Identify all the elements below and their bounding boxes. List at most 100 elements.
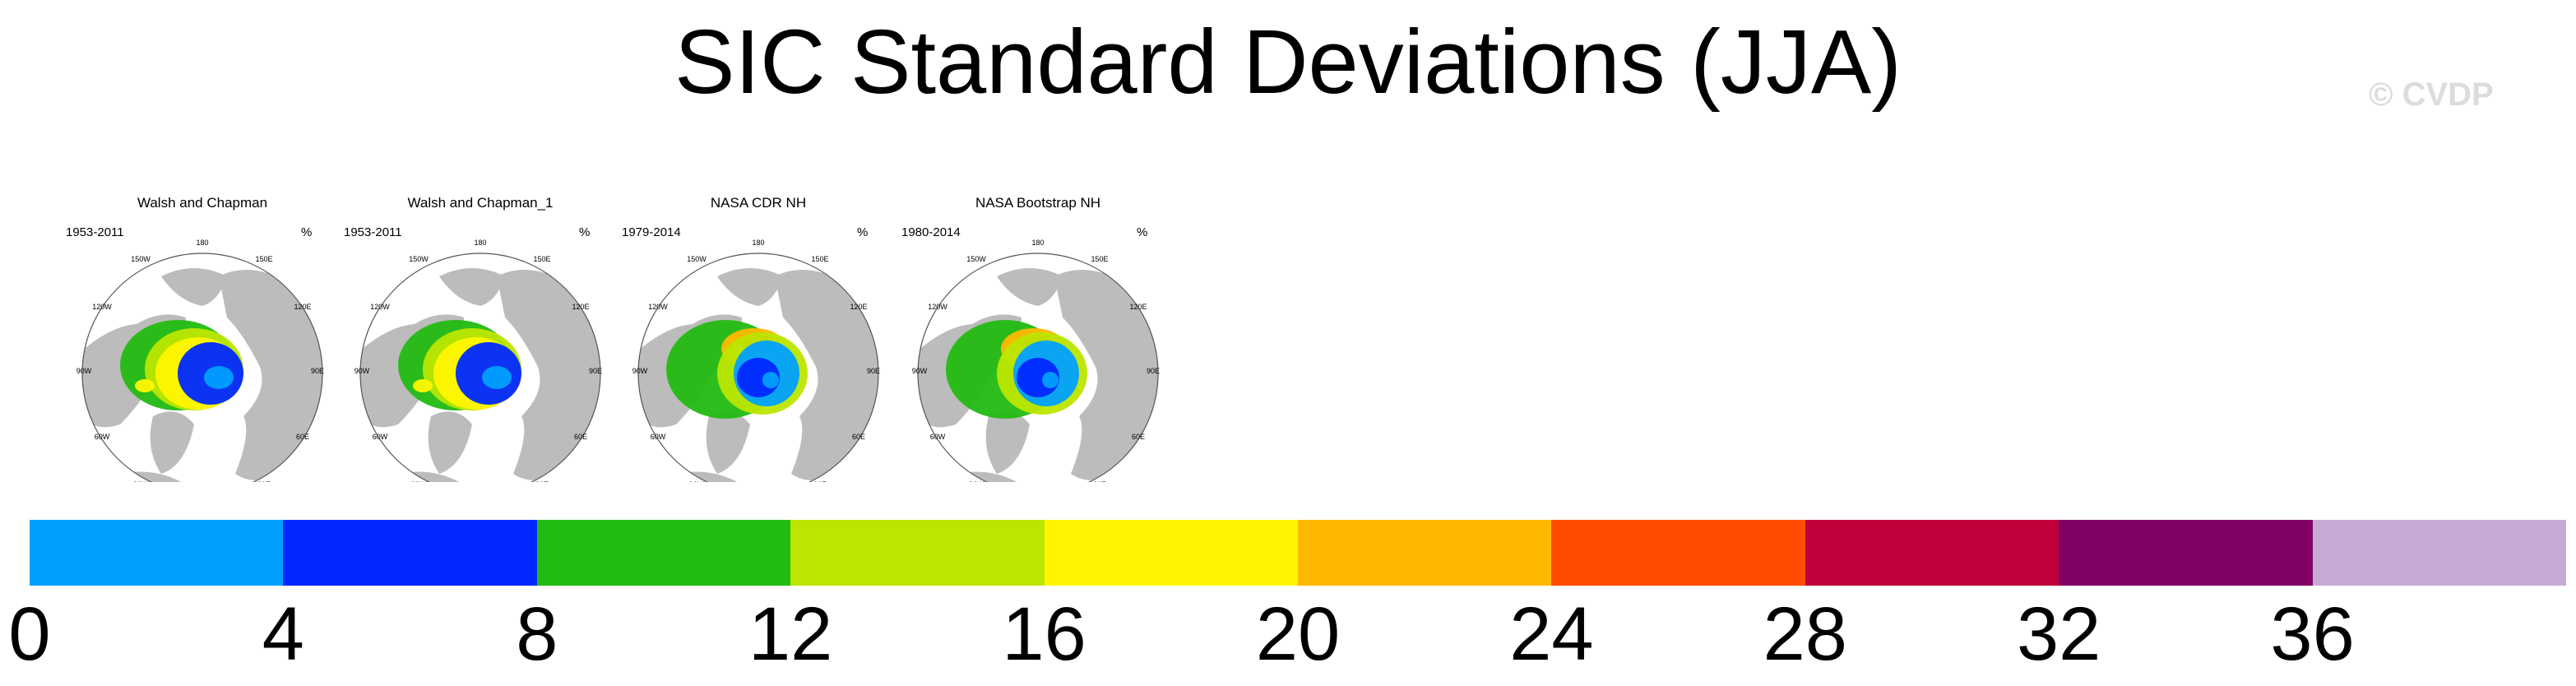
longitude-label: 30W xyxy=(411,480,427,482)
longitude-label: 150W xyxy=(966,255,986,263)
greenland-land xyxy=(150,411,194,474)
map-panel-3: NASA CDR NH 1979-2014% 180 150W 150E 120W 120E… xyxy=(619,194,898,482)
map-panel-4: NASA Bootstrap NH 1980-2014% 180 150W 150E 12… xyxy=(898,194,1178,482)
colorbar-box-9 xyxy=(2312,520,2566,586)
longitude-label: 60E xyxy=(296,433,309,441)
longitude-label: 30W xyxy=(689,480,705,482)
siberia-land xyxy=(717,268,783,306)
colorbar-tick-label: 4 xyxy=(262,592,304,676)
colorbar-box-7 xyxy=(1805,520,2059,586)
greenland-land xyxy=(706,411,750,474)
longitude-label: 30E xyxy=(535,480,549,482)
longitude-label: 90E xyxy=(589,367,602,375)
longitude-label: 60E xyxy=(1132,433,1145,441)
longitude-label: 60W xyxy=(95,433,110,441)
polar-map: 180150W150E120W120E90W90E60W60E30W30E0 xyxy=(912,239,1160,482)
panel-units: % xyxy=(579,225,591,239)
longitude-label: 90E xyxy=(311,367,324,375)
map-panel-1: Walsh and Chapman 1953-2011% 180 150W 150E 12… xyxy=(63,194,342,482)
greenland-land xyxy=(985,411,1030,474)
colorbar-tick-label: 24 xyxy=(1509,592,1594,676)
longitude-label: 90E xyxy=(867,367,880,375)
ice-field-patch xyxy=(413,379,433,392)
longitude-label: 180 xyxy=(1031,239,1044,247)
colorbar-tick-label: 8 xyxy=(516,592,558,676)
panel-units: % xyxy=(1137,225,1148,239)
longitude-label: 90W xyxy=(76,367,92,375)
colorbar-tick-label: 12 xyxy=(748,592,833,676)
longitude-label: 120W xyxy=(648,303,668,311)
polar-map: 180150W150E120W120E90W90E60W60E30W30E0 xyxy=(354,239,602,482)
panel-years: 1953-2011 xyxy=(66,225,124,239)
eurasia-land xyxy=(219,270,322,480)
greenland-land xyxy=(428,411,472,474)
colorbar-tick-label: 36 xyxy=(2270,592,2355,676)
longitude-label: 150W xyxy=(409,255,429,263)
colorbar-box-1 xyxy=(283,520,537,586)
longitude-label: 120E xyxy=(850,303,867,311)
panel-years: 1980-2014 xyxy=(901,225,961,239)
map-boundary xyxy=(917,253,1159,482)
longitude-label: 60E xyxy=(574,433,587,441)
panel-units: % xyxy=(301,225,313,239)
map-boundary xyxy=(81,253,323,482)
longitude-label: 90E xyxy=(1147,367,1160,375)
eurasia-land xyxy=(1054,270,1158,480)
longitude-label: 30E xyxy=(257,480,271,482)
map-panel-2: Walsh and Chapman_1 1953-2011% 180 150W 150E… xyxy=(341,194,620,482)
colorbar-tick-label: 20 xyxy=(1255,592,1341,676)
colorbar-box-0 xyxy=(30,520,284,586)
panel-years: 1979-2014 xyxy=(622,225,681,239)
longitude-label: 120W xyxy=(370,303,390,311)
colorbar-box-4 xyxy=(1044,520,1298,586)
longitude-label: 180 xyxy=(474,239,486,247)
longitude-label: 90W xyxy=(912,367,928,375)
colorbar-box-3 xyxy=(790,520,1045,586)
longitude-label: 60E xyxy=(852,433,865,441)
siberia-land xyxy=(161,268,227,306)
colorbar-tick-label: 16 xyxy=(1002,592,1086,676)
ice-field-patch xyxy=(1042,372,1059,388)
longitude-label: 150E xyxy=(811,255,828,263)
colorbar-box-2 xyxy=(536,520,791,586)
colorbar xyxy=(30,520,2566,586)
ice-field-patch xyxy=(204,366,234,389)
longitude-label: 180 xyxy=(196,239,208,247)
longitude-label: 120E xyxy=(1129,303,1147,311)
longitude-label: 180 xyxy=(752,239,764,247)
panel-title: NASA CDR NH xyxy=(710,195,807,211)
panel-years: 1953-2011 xyxy=(344,225,402,239)
longitude-label: 150E xyxy=(533,255,550,263)
figure-title: SIC Standard Deviations (JJA) xyxy=(674,12,1902,113)
longitude-label: 150E xyxy=(1091,255,1108,263)
siberia-land xyxy=(997,268,1063,306)
longitude-label: 30W xyxy=(969,480,985,482)
colorbar-tick-label: 28 xyxy=(1763,592,1847,676)
colorbar-box-8 xyxy=(2059,520,2313,586)
eurasia-land xyxy=(497,270,600,480)
longitude-label: 120W xyxy=(928,303,947,311)
longitude-label: 90W xyxy=(632,367,648,375)
longitude-label: 120E xyxy=(572,303,589,311)
longitude-label: 30E xyxy=(813,480,827,482)
cvdp-watermark: © CVDP xyxy=(2369,76,2494,113)
longitude-label: 120E xyxy=(294,303,311,311)
longitude-label: 60W xyxy=(930,433,946,441)
polar-map: 180150W150E120W120E90W90E60W60E30W30E0 xyxy=(76,239,324,482)
longitude-label: 150E xyxy=(255,255,272,263)
panel-title: NASA Bootstrap NH xyxy=(975,195,1101,211)
ice-field-patch xyxy=(135,379,155,392)
siberia-land xyxy=(439,268,505,306)
longitude-label: 60W xyxy=(373,433,388,441)
map-boundary xyxy=(359,253,601,482)
longitude-label: 150W xyxy=(131,255,151,263)
ice-field-patch xyxy=(762,372,779,388)
panel-title: Walsh and Chapman xyxy=(137,195,268,211)
longitude-label: 30E xyxy=(1093,480,1106,482)
ice-field-patch xyxy=(482,366,512,389)
map-boundary xyxy=(637,253,879,482)
panel-units: % xyxy=(857,225,869,239)
longitude-label: 90W xyxy=(354,367,370,375)
colorbar-box-5 xyxy=(1298,520,1552,586)
longitude-label: 120W xyxy=(92,303,112,311)
